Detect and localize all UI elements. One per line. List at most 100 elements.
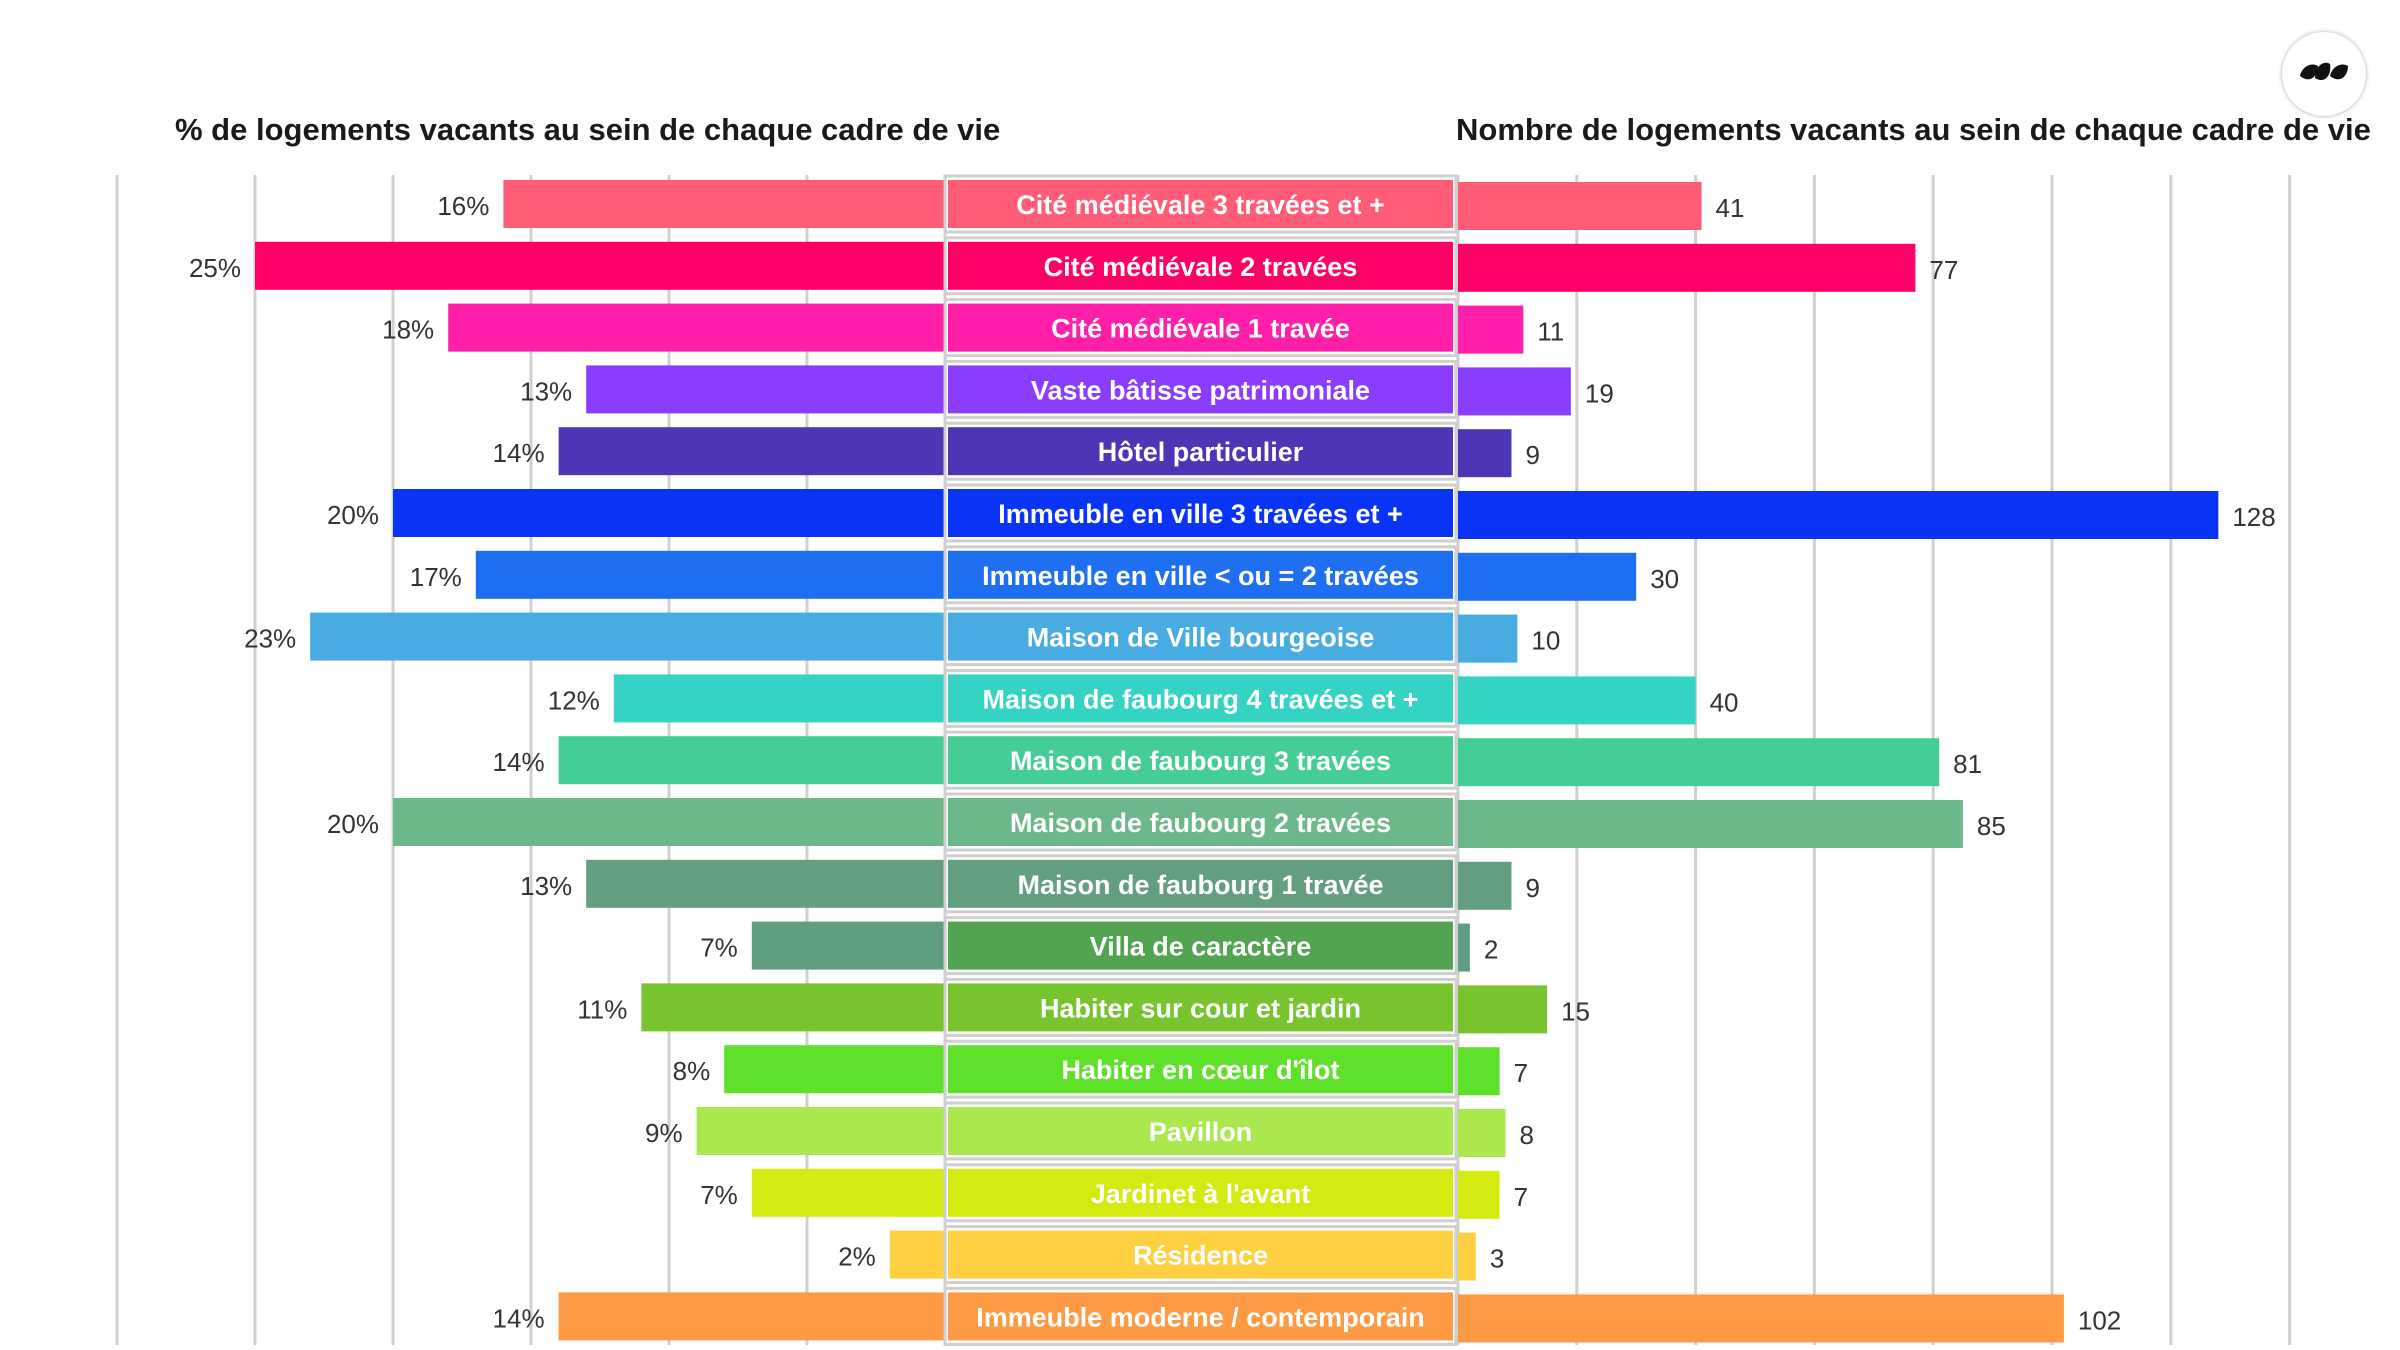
right-bar [1458,614,1518,663]
right-value-label: 9 [1525,873,1539,903]
category-label-frame [943,1163,1458,1223]
category-label: Maison de faubourg 2 travées [1010,808,1391,838]
right-bar [1458,1170,1500,1219]
right-value-label: 85 [1977,811,2006,841]
left-bar [255,241,945,290]
right-bar [1458,800,1963,848]
right-value-label: 19 [1585,378,1614,408]
category-label-frame [943,1039,1458,1099]
left-value-label: 14% [493,438,545,468]
left-value-label: 13% [520,871,572,901]
category-label: Cité médiévale 1 travée [1051,314,1350,344]
right-bar [1458,1047,1500,1096]
category-label: Jardinet à l'avant [1091,1179,1311,1209]
category-label-box [948,798,1453,846]
left-value-label: 16% [437,191,489,221]
category-label-box [948,1107,1453,1155]
left-bar [558,1292,945,1341]
right-value-label: 3 [1490,1244,1504,1274]
left-value-label: 14% [493,747,545,777]
left-value-label: 9% [645,1118,683,1148]
left-value-label: 25% [189,253,241,283]
left-value-label: 7% [700,1180,738,1210]
right-value-label: 11 [1537,317,1564,347]
category-label-frame [943,792,1458,852]
left-value-label: 18% [382,315,434,345]
category-label-frame [943,916,1458,976]
left-value-label: 12% [548,685,600,715]
category-label-frame [943,359,1458,419]
right-bar [1458,182,1702,230]
category-label: Villa de caractère [1090,932,1312,962]
left-bar [503,180,945,228]
left-value-label: 20% [327,809,379,839]
left-bar [558,427,945,476]
left-bar [558,736,945,785]
left-value-label: 2% [838,1242,876,1272]
category-labels: Cité médiévale 3 travées et + Cité médiév… [943,174,1458,1346]
right-bar [1458,552,1637,601]
right-value-label: 9 [1525,440,1539,470]
left-bar [696,1107,945,1155]
right-bar [1458,676,1696,725]
left-bar [724,1045,945,1094]
category-label: Cité médiévale 3 travées et + [1016,190,1384,220]
left-value-label: 7% [700,933,738,963]
right-value-label: 102 [2078,1305,2121,1335]
category-label: Immeuble en ville < ou = 2 travées [982,561,1419,591]
right-value-label: 8 [1520,1120,1534,1150]
category-label-frame [943,1286,1458,1346]
left-value-label: 20% [327,500,379,530]
right-value-label: 128 [2232,502,2275,532]
category-label-box [948,241,1453,290]
left-bar [393,489,945,537]
category-label: Habiter en cœur d'îlot [1062,1055,1340,1085]
right-bar [1458,305,1524,354]
category-label-box [948,983,1453,1032]
left-bar [889,1230,945,1279]
category-label-frame [943,421,1458,481]
category-label-frame [943,236,1458,296]
right-bar [1458,1109,1506,1157]
category-label-frame [943,174,1458,234]
category-label-box [948,921,1453,970]
bars [255,180,2219,1343]
right-value-label: 10 [1531,626,1560,656]
left-bar [393,798,945,846]
left-bar [586,365,945,414]
leaf-logo-icon [2282,32,2366,116]
right-bar [1458,1294,2064,1343]
category-label-frame [943,668,1458,728]
category-label-box [948,1230,1453,1279]
left-bar [751,1168,945,1217]
left-value-label: 23% [244,624,296,654]
right-bar [1458,738,1940,787]
category-label: Maison de faubourg 1 travée [1017,870,1383,900]
category-label-box [948,736,1453,785]
left-value-label: 14% [493,1303,545,1333]
category-label-box [948,427,1453,476]
category-label-box [948,859,1453,908]
right-value-label: 2 [1484,935,1498,965]
category-label: Maison de faubourg 3 travées [1010,746,1391,776]
right-bar [1458,491,2219,539]
category-label: Pavillon [1149,1117,1253,1147]
category-label-box [948,365,1453,414]
left-bar [586,859,945,908]
right-bar [1458,985,1548,1034]
category-label-box [948,674,1453,723]
right-value-label: 40 [1710,687,1739,717]
category-label-frame [943,483,1458,543]
category-label: Hôtel particulier [1098,437,1304,467]
category-label-frame [943,977,1458,1037]
category-label: Immeuble en ville 3 travées et + [998,499,1402,529]
left-value-label: 17% [410,562,462,592]
category-label-frame [943,607,1458,667]
right-bar [1458,367,1571,416]
left-value-label: 8% [673,1056,711,1086]
left-bar [310,612,945,661]
category-label-box [948,612,1453,661]
category-label-box [948,303,1453,352]
